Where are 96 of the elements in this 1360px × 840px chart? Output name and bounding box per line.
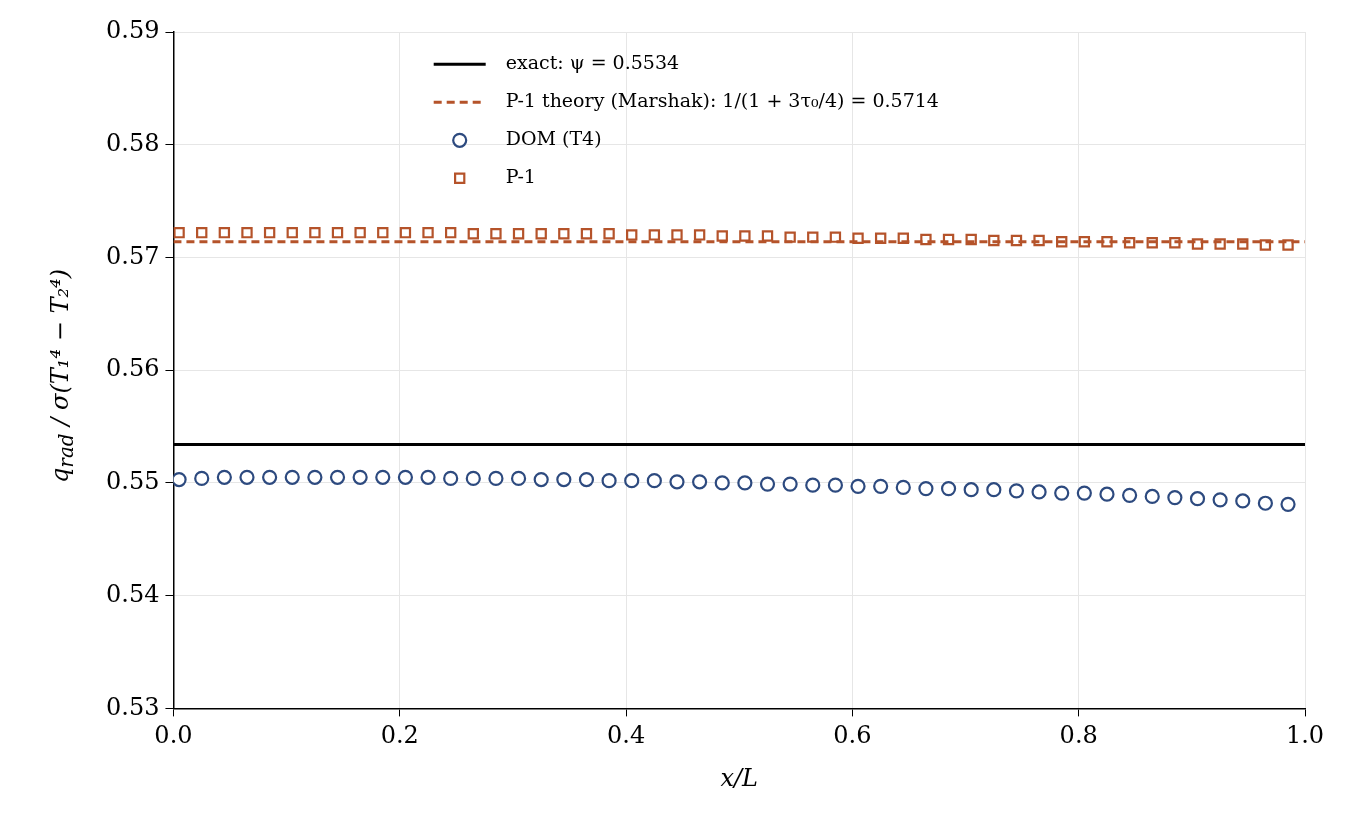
point bbox=[739, 230, 751, 242]
point bbox=[467, 228, 479, 240]
point bbox=[263, 226, 276, 239]
point bbox=[1212, 492, 1228, 508]
point bbox=[1144, 488, 1160, 505]
point bbox=[671, 229, 683, 241]
point bbox=[488, 470, 504, 487]
point bbox=[1054, 485, 1070, 501]
point bbox=[716, 230, 728, 242]
point bbox=[1235, 493, 1251, 509]
point bbox=[829, 231, 842, 243]
point bbox=[196, 226, 208, 239]
point bbox=[331, 226, 344, 239]
point bbox=[601, 473, 617, 489]
y-tick-label: 0.57 bbox=[106, 241, 160, 270]
point bbox=[578, 471, 595, 488]
x-tick-label: 0.8 bbox=[1059, 721, 1098, 750]
point bbox=[173, 471, 187, 488]
point bbox=[624, 473, 640, 489]
x-tick-label: 0.6 bbox=[833, 721, 872, 750]
y-tick-label: 0.59 bbox=[106, 16, 160, 45]
point bbox=[218, 226, 231, 239]
point bbox=[558, 228, 570, 240]
point bbox=[309, 226, 321, 239]
x-tick-label: 0.4 bbox=[606, 721, 646, 750]
point bbox=[1076, 485, 1092, 501]
y-tick-label: 0.58 bbox=[106, 128, 160, 157]
point bbox=[986, 482, 1002, 498]
legend-label: DOM (T4) bbox=[505, 127, 602, 150]
point bbox=[603, 228, 615, 240]
point bbox=[895, 479, 911, 496]
point bbox=[805, 477, 821, 493]
x-axis-title: x/L bbox=[720, 763, 758, 792]
point bbox=[465, 470, 481, 487]
y-tick-label: 0.55 bbox=[106, 467, 160, 496]
point bbox=[512, 228, 525, 240]
point bbox=[354, 226, 366, 239]
point bbox=[329, 469, 346, 485]
point bbox=[173, 226, 185, 239]
point bbox=[759, 476, 776, 492]
point bbox=[1008, 483, 1025, 499]
point bbox=[444, 226, 457, 239]
point bbox=[375, 469, 391, 485]
y-tick-label: 0.56 bbox=[106, 354, 160, 383]
point bbox=[737, 475, 753, 491]
point bbox=[1031, 484, 1047, 500]
point bbox=[399, 226, 412, 239]
point bbox=[216, 469, 232, 485]
point bbox=[422, 226, 434, 239]
point bbox=[1099, 486, 1115, 502]
x-tick-label: 1.0 bbox=[1285, 721, 1325, 750]
legend-label: P-1 bbox=[505, 165, 536, 188]
point bbox=[827, 477, 843, 493]
point bbox=[693, 229, 706, 241]
point bbox=[646, 473, 662, 489]
point bbox=[850, 478, 866, 494]
legend-label: exact: ψ = 0.5534 bbox=[505, 51, 680, 74]
point bbox=[535, 228, 547, 240]
y-tick-label: 0.54 bbox=[106, 579, 160, 608]
point bbox=[1257, 495, 1273, 511]
point bbox=[241, 226, 253, 239]
point bbox=[443, 470, 459, 487]
point bbox=[397, 469, 414, 485]
point bbox=[284, 469, 300, 485]
point bbox=[1280, 496, 1296, 512]
point bbox=[782, 476, 798, 492]
point bbox=[669, 474, 685, 490]
point bbox=[490, 228, 502, 240]
point bbox=[262, 469, 278, 485]
point bbox=[286, 226, 298, 239]
legend-label: P-1 theory (Marshak): 1/(1 + 3τ₀/4) = 0.5714 bbox=[505, 89, 939, 112]
point bbox=[940, 480, 957, 497]
point bbox=[239, 469, 255, 485]
point bbox=[963, 482, 979, 498]
point bbox=[533, 471, 549, 488]
point bbox=[1189, 491, 1206, 507]
point bbox=[692, 474, 708, 490]
point bbox=[556, 471, 572, 488]
point bbox=[1122, 487, 1138, 503]
point bbox=[873, 478, 889, 494]
y-tick-label: 0.53 bbox=[106, 692, 160, 721]
point bbox=[420, 469, 436, 485]
point bbox=[352, 469, 368, 485]
point bbox=[648, 229, 661, 241]
point bbox=[307, 469, 323, 485]
x-tick-label: 0.2 bbox=[380, 721, 419, 750]
point bbox=[761, 230, 774, 242]
point bbox=[918, 480, 934, 497]
point bbox=[580, 228, 593, 240]
point bbox=[377, 226, 389, 239]
point bbox=[1167, 489, 1183, 506]
x-tick-label: 0.0 bbox=[154, 721, 193, 750]
point bbox=[510, 470, 527, 487]
point bbox=[626, 229, 638, 241]
point bbox=[194, 470, 210, 487]
point bbox=[714, 475, 730, 491]
